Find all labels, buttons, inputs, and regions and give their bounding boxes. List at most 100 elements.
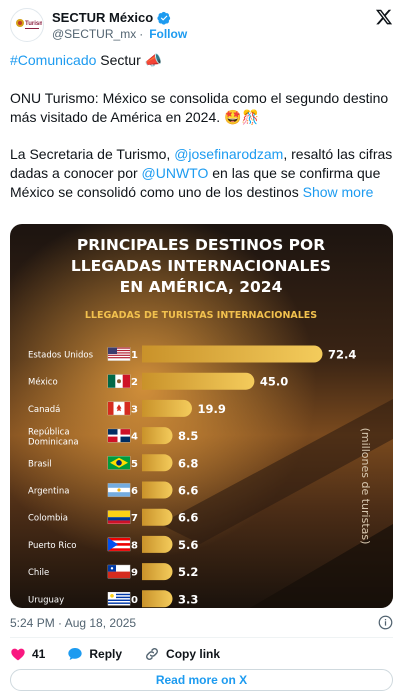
do-flag-q1 [108,429,118,435]
ca-flag-leaf [116,404,122,412]
bar-value-label: 3.3 [178,592,198,606]
info-icon[interactable] [378,615,393,630]
reply-button[interactable]: Reply [67,646,122,662]
bar-value-label: 6.8 [178,456,198,470]
do-flag-q3 [108,436,118,443]
post-paragraph-1: ONU Turismo: México se consolida como el… [10,90,389,125]
infographic-card[interactable]: PRINCIPALES DESTINOS POR LLEGADAS INTERN… [10,224,393,608]
bar [142,399,192,417]
divider [10,637,393,638]
post-timestamp[interactable]: 5:24 PM · Aug 18, 2025 [10,616,137,630]
bar [142,508,173,526]
paragraph-text: La Secretaria de Turismo, [10,146,175,162]
us-flag-canton [108,347,117,354]
like-count: 41 [32,647,46,661]
link-icon [146,648,159,660]
bar [142,427,173,445]
uy-flag-stripe [108,599,130,601]
reply-label: Reply [89,647,123,661]
like-button[interactable]: 41 [10,646,45,662]
pr-flag-stripe [108,543,130,546]
hashtag-link[interactable]: #Comunicado [10,52,97,68]
mention-link-josefinarodzam[interactable]: @josefinarodzam [174,146,284,162]
turismo-logo-icon: Turismo [16,19,42,29]
category-label: Canadá [28,405,60,415]
us-flag-stripe [108,357,130,359]
post-hashtag-line: #Comunicado Sectur 📣 [10,51,393,70]
bar [142,345,323,363]
co-flag-blue [108,517,130,521]
bar-value-label: 8.5 [178,429,198,443]
action-bar: 41 Reply Copy link [10,643,242,665]
mx-flag-green [108,374,116,388]
account-name[interactable]: SECTUR México [52,10,154,25]
paragraph-text: en las que se confirma que México se con… [10,165,381,200]
svg-text:Turismo: Turismo [25,21,42,27]
bar-chart: PRINCIPALES DESTINOS POR LLEGADAS INTERN… [10,224,393,608]
pr-flag-stripe [108,548,130,551]
us-flag-stripe [108,352,130,354]
us-flag-stripe [108,349,130,352]
bar-value-label: 6.6 [178,484,198,498]
do-flag-q4 [120,436,130,443]
bar-value-label: 45.0 [260,375,288,389]
category-label: Brasil [28,459,52,469]
avatar[interactable]: Turismo [10,8,44,42]
bar [142,372,255,390]
rank-label: 10 [124,595,138,606]
category-label-line: República [28,428,70,438]
bar-value-label: 6.6 [178,511,198,525]
rank-label: 7 [131,513,138,524]
heart-icon [11,648,25,661]
chart-title-line-3: EN AMÉRICA, 2024 [120,277,283,296]
mention-link-unwto[interactable]: @UNWTO [141,165,209,181]
verified-badge-icon [157,11,171,25]
rank-label: 8 [131,540,138,551]
rank-label: 9 [131,568,138,579]
hashtag-line-rest: Sectur 📣 [96,52,163,68]
post-paragraph-2: La Secretaria de Turismo, @josefinarodza… [10,145,393,202]
airplane-wing [160,399,393,544]
ar-flag-bottom [108,492,130,497]
bar-value-label: 72.4 [328,348,356,362]
rank-label: 5 [131,459,138,470]
reply-icon [68,648,83,660]
show-more-link[interactable]: Show more [302,184,374,200]
bar [142,535,173,553]
co-flag-yellow [108,510,130,518]
category-label: Colombia [28,514,68,524]
x-logo-icon[interactable] [375,8,393,26]
follow-button[interactable]: Follow [149,27,188,41]
category-label: Estados Unidos [28,351,94,361]
uy-flag-stripe [108,596,130,599]
category-label-line: Dominicana [28,438,79,448]
chart-title-line-1: PRINCIPALES DESTINOS POR [77,236,325,254]
bar [142,563,173,581]
paragraph-text: , resaltó las cifras dadas a conocer por [10,146,393,181]
br-flag-globe [116,460,122,466]
airplane-wing-shadow [250,524,393,608]
pr-flag-triangle [108,537,118,551]
mx-flag-red [122,374,130,388]
cl-flag-star [110,567,114,570]
read-more-button[interactable]: Read more on X [10,669,393,691]
cl-flag-red [108,571,130,579]
category-label: Chile [28,568,49,578]
sunset-glow [10,224,393,608]
do-flag-q2 [120,429,130,435]
rank-label: 6 [131,486,138,497]
uy-flag-stripe [108,593,130,596]
separator: · [139,27,144,41]
copy-link-button[interactable]: Copy link [144,646,220,662]
category-label: México [28,377,58,388]
bar-value-label: 5.2 [178,565,198,579]
copy-link-label: Copy link [166,647,221,661]
category-label: Uruguay [28,595,64,605]
ar-flag-top [108,483,130,488]
rank-label: 3 [131,404,138,415]
bar [142,481,173,499]
pr-flag-stripe [108,537,130,541]
ca-flag-red-left [108,401,114,415]
account-handle[interactable]: @SECTUR_mx [52,27,137,41]
chart-subtitle: LLEGADAS DE TURISTAS INTERNACIONALES [85,310,317,321]
